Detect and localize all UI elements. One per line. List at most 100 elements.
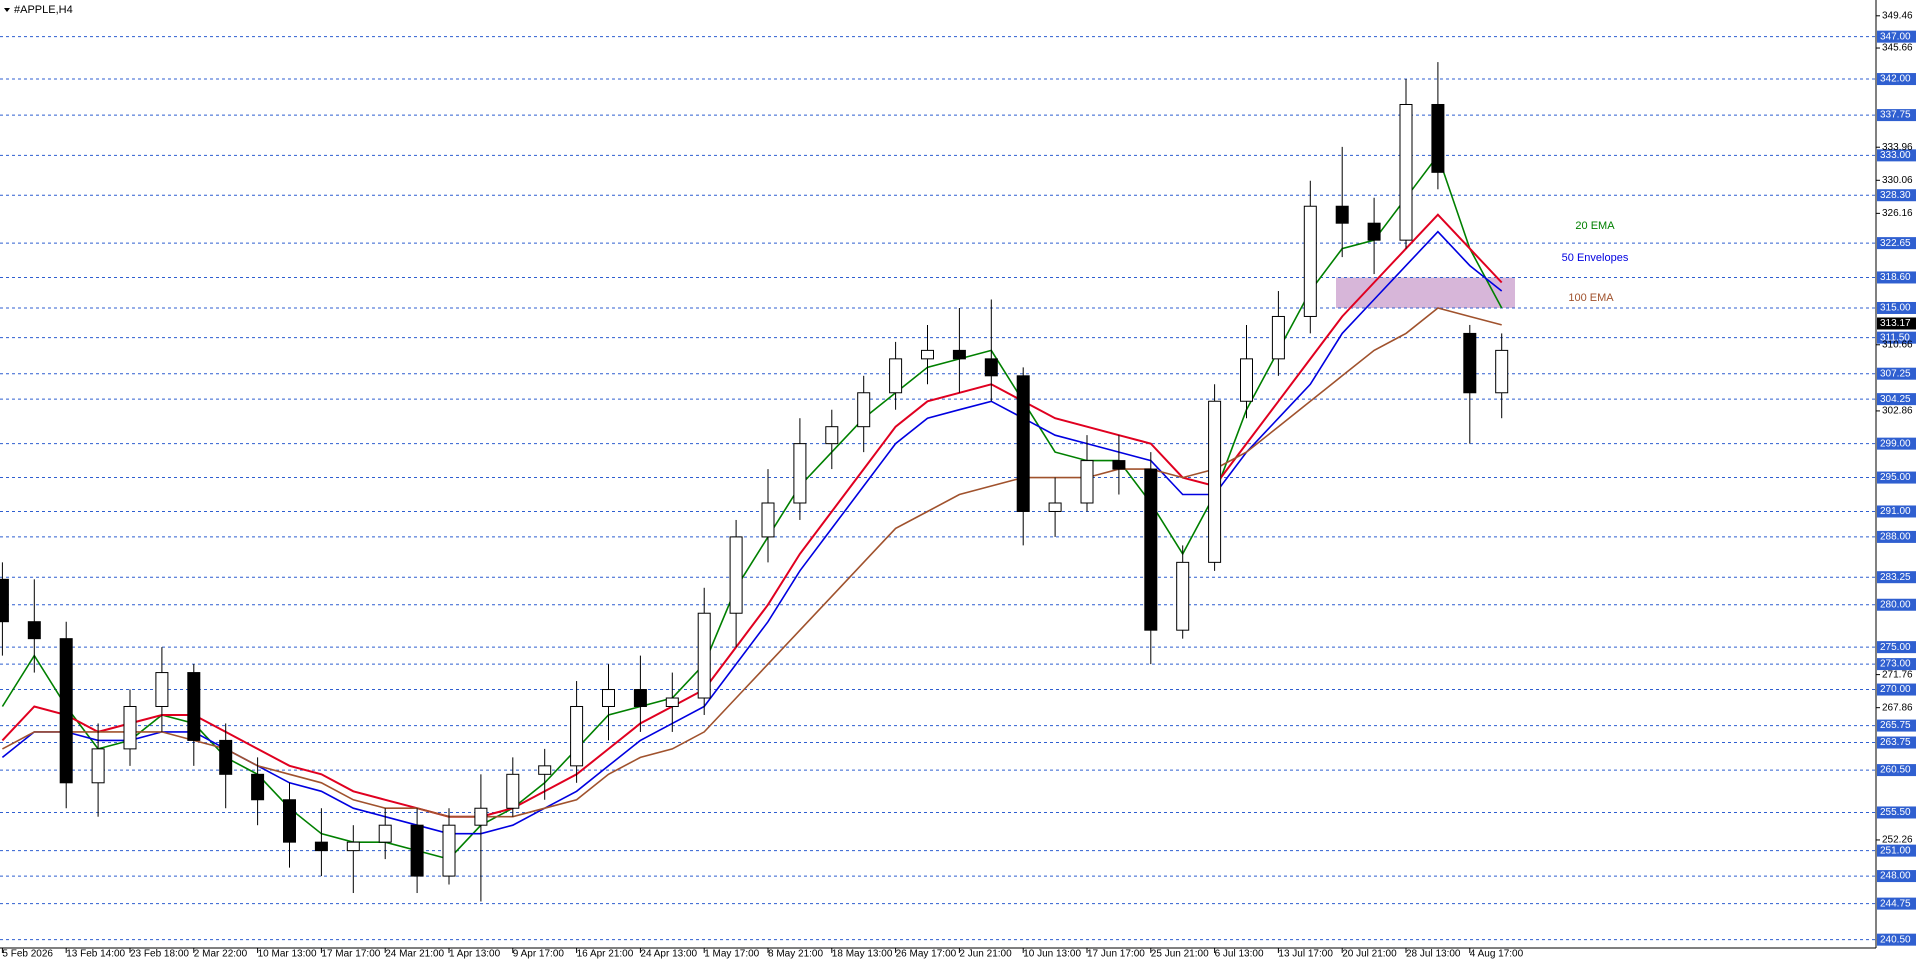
candle-body — [1080, 460, 1094, 504]
candle-body — [538, 765, 552, 775]
candle-body — [283, 799, 296, 843]
x-tick-label: 10 Jun 13:00 — [1023, 949, 1081, 960]
level-label: 275.00 — [1880, 642, 1911, 653]
envelope-upper — [1, 213, 1503, 818]
level-label: 337.75 — [1880, 110, 1911, 121]
candle-body — [952, 349, 966, 360]
y-tick-label: 345.66 — [1882, 43, 1913, 54]
candle-body — [889, 358, 903, 394]
level-label-box — [1877, 736, 1916, 749]
candle-body — [1463, 332, 1477, 394]
candle-body — [378, 824, 392, 843]
candle-body — [219, 739, 233, 775]
candle-body — [251, 773, 265, 801]
level-label: 291.00 — [1880, 506, 1911, 517]
x-tick-label: 1 Apr 13:00 — [449, 949, 501, 960]
level-label: 273.00 — [1880, 659, 1911, 670]
level-label-box — [1877, 30, 1916, 43]
level-label-box — [1877, 73, 1916, 86]
candle-body — [1431, 103, 1445, 173]
level-label: 240.50 — [1880, 934, 1911, 945]
candle-body — [570, 705, 584, 767]
level-label-box — [1877, 897, 1916, 910]
x-tick-label: 1 May 17:00 — [704, 949, 759, 960]
candle-body — [921, 349, 934, 360]
x-tick-label: 24 Mar 21:00 — [385, 949, 444, 960]
x-tick-label: 10 Mar 13:00 — [258, 949, 317, 960]
y-tick-label: 252.26 — [1882, 835, 1913, 846]
x-tick-label: 6 Jul 13:00 — [1215, 949, 1264, 960]
candle-body — [1048, 502, 1062, 512]
level-label-box — [1877, 237, 1916, 250]
candle-body — [1176, 561, 1190, 631]
x-tick-label: 8 May 21:00 — [768, 949, 823, 960]
candle-body — [346, 841, 360, 852]
candle-body — [123, 705, 137, 750]
y-tick-label: 326.16 — [1882, 208, 1913, 219]
level-label-box — [1877, 764, 1916, 777]
x-tick-label: 13 Jul 17:00 — [1278, 949, 1333, 960]
candle-body — [1303, 205, 1317, 317]
candle-body — [442, 824, 456, 877]
indicator-label: 100 EMA — [1568, 292, 1614, 304]
level-label-box — [1877, 806, 1916, 819]
candle-body — [1240, 358, 1253, 402]
level-label: 260.50 — [1880, 765, 1911, 776]
candle-body — [665, 697, 679, 707]
level-label: 295.00 — [1880, 472, 1911, 483]
x-tick-label: 23 Feb 18:00 — [130, 949, 189, 960]
menu-arrow — [4, 8, 10, 12]
candle-body — [1112, 460, 1126, 470]
candle-body — [1495, 349, 1509, 394]
level-label-box — [1877, 870, 1916, 883]
x-tick-label: 28 Jul 13:00 — [1406, 949, 1461, 960]
candle-body — [0, 578, 9, 623]
y-tick-label: 267.86 — [1882, 702, 1913, 713]
y-tick-label: 349.46 — [1882, 10, 1913, 21]
candle-body — [1144, 468, 1158, 631]
level-label-box — [1877, 109, 1916, 122]
level-label-box — [1877, 658, 1916, 671]
level-label: 333.00 — [1880, 150, 1911, 161]
x-tick-label: 13 Feb 14:00 — [66, 949, 125, 960]
candle-body — [187, 672, 201, 741]
level-label-box — [1877, 933, 1916, 946]
level-label-box — [1877, 331, 1916, 344]
candle-body — [729, 536, 743, 614]
level-label: 328.30 — [1880, 190, 1911, 201]
level-label-box — [1877, 505, 1916, 518]
level-label: 342.00 — [1880, 74, 1911, 85]
x-tick-label: 20 Jul 21:00 — [1342, 949, 1397, 960]
x-tick-label: 17 Mar 17:00 — [321, 949, 380, 960]
candle-body — [91, 748, 105, 784]
level-label: 248.00 — [1880, 871, 1911, 882]
level-label: 288.00 — [1880, 532, 1911, 543]
candle-body — [1367, 222, 1381, 241]
candle-body — [761, 502, 775, 538]
x-tick-label: 24 Apr 13:00 — [640, 949, 697, 960]
y-tick-label: 330.06 — [1882, 175, 1913, 186]
level-label-box — [1877, 189, 1916, 202]
x-tick-label: 2 Mar 22:00 — [194, 949, 248, 960]
level-label-box — [1877, 530, 1916, 543]
level-label: 244.75 — [1880, 898, 1911, 909]
candle-body — [1335, 205, 1349, 224]
indicator-label: 50 Envelopes — [1562, 252, 1629, 264]
candle-body — [155, 672, 169, 707]
y-tick-label: 271.76 — [1882, 669, 1913, 680]
candle-body — [697, 612, 711, 699]
candle-body — [793, 443, 807, 504]
level-label: 307.25 — [1880, 368, 1911, 379]
level-label-box — [1877, 149, 1916, 162]
level-label: 255.50 — [1880, 807, 1911, 818]
candle-body — [1208, 400, 1222, 563]
candle-body — [857, 392, 871, 428]
level-label-box — [1877, 437, 1916, 450]
level-label: 263.75 — [1880, 737, 1911, 748]
level-label-box — [1877, 571, 1916, 584]
level-label-box — [1877, 271, 1916, 284]
last-price-box — [1877, 317, 1916, 330]
x-tick-label: 18 May 13:00 — [832, 949, 893, 960]
level-label-box — [1877, 683, 1916, 696]
